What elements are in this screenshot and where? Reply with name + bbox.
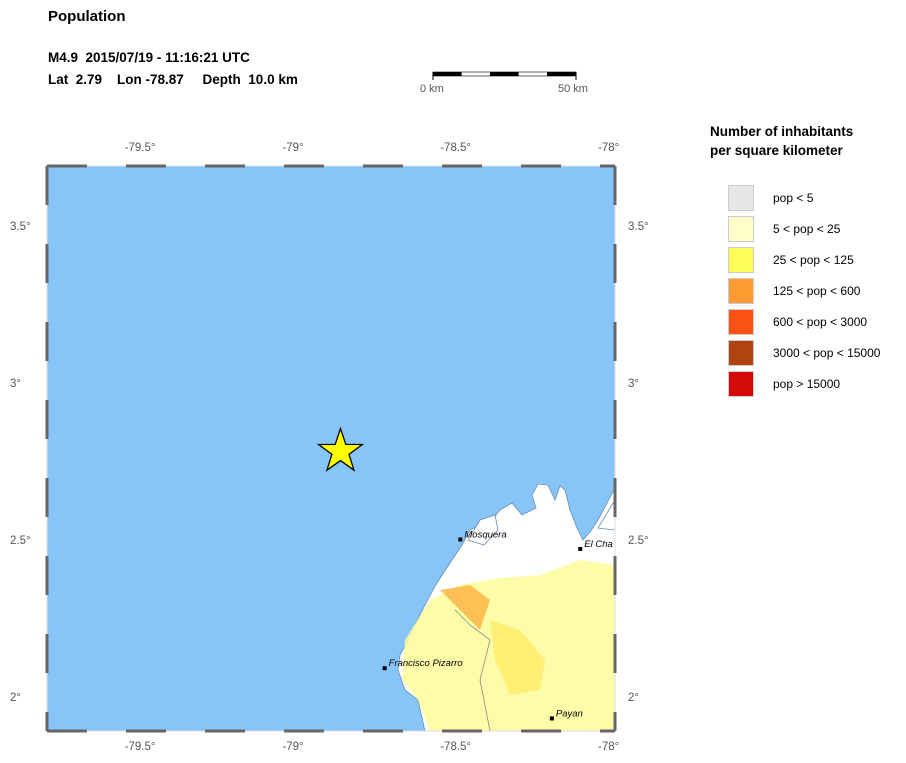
city-marker	[578, 546, 583, 551]
city-label: Francisco Pizarro	[389, 658, 463, 669]
event-info-line1: M4.9 2015/07/19 - 11:16:21 UTC	[48, 50, 250, 65]
city-marker	[382, 666, 387, 671]
legend-title-line1: Number of inhabitants	[710, 124, 854, 139]
legend-item: 3000 < pop < 15000	[728, 340, 880, 366]
scale-start-label: 0 km	[420, 83, 444, 95]
legend-title: Number of inhabitants per square kilomet…	[710, 122, 853, 160]
figure-title: Population	[48, 8, 126, 25]
city-label: Payan	[556, 708, 583, 719]
scale-bar	[432, 71, 577, 80]
city-label: Mosquera	[464, 530, 506, 541]
lon-tick-bottom: -79.5°	[124, 741, 156, 753]
legend-item: pop < 5	[728, 185, 813, 211]
legend-swatch	[728, 371, 754, 397]
lon-tick-bottom: -79°	[282, 741, 304, 753]
lon-tick-top: -79.5°	[124, 142, 156, 154]
legend-label: pop < 5	[773, 191, 814, 205]
lat-tick-left: 2.5°	[10, 534, 31, 547]
legend-label: 600 < pop < 3000	[773, 315, 868, 329]
lon-tick-top: -79°	[282, 142, 304, 154]
city-marker	[458, 537, 463, 542]
lat-tick-left: 3°	[10, 377, 21, 390]
legend-swatch	[728, 216, 754, 242]
legend-title-line2: per square kilometer	[710, 143, 843, 158]
city-label: El Cha	[584, 539, 613, 550]
lat-tick-left: 3.5°	[10, 220, 31, 233]
legend-item: 600 < pop < 3000	[728, 309, 867, 335]
legend-swatch	[728, 278, 754, 304]
legend-label: 125 < pop < 600	[773, 284, 861, 298]
land	[397, 483, 615, 731]
lat-tick-left: 2°	[10, 691, 21, 704]
frame-border	[46, 165, 616, 732]
lat-tick-right: 3°	[628, 377, 639, 390]
lat-tick-right: 2.5°	[628, 534, 649, 547]
legend-item: pop > 15000	[728, 371, 840, 397]
legend-item: 25 < pop < 125	[728, 247, 854, 273]
legend-item: 5 < pop < 25	[728, 216, 840, 242]
lon-tick-top: -78°	[598, 142, 620, 154]
legend-swatch	[728, 340, 754, 366]
map-frame: Mosquera El Cha Francisco Pizarro Payan	[45, 164, 617, 733]
legend-label: 3000 < pop < 15000	[773, 346, 881, 360]
star-icon	[316, 426, 365, 472]
legend-label: 25 < pop < 125	[773, 253, 854, 267]
legend-label: 5 < pop < 25	[773, 222, 841, 236]
event-info-line2: Lat 2.79 Lon -78.87 Depth 10.0 km	[48, 72, 298, 87]
legend-swatch	[728, 247, 754, 273]
lon-tick-top: -78.5°	[440, 142, 472, 154]
lat-tick-right: 3.5°	[628, 220, 649, 233]
legend-label: pop > 15000	[773, 377, 841, 391]
lon-tick-bottom: -78°	[598, 741, 620, 753]
legend-swatch	[728, 185, 754, 211]
legend-swatch	[728, 309, 754, 335]
lon-tick-bottom: -78.5°	[440, 741, 472, 753]
scale-end-label: 50 km	[558, 83, 588, 95]
lat-tick-right: 2°	[628, 691, 639, 704]
city-marker	[549, 716, 554, 721]
legend-item: 125 < pop < 600	[728, 278, 860, 304]
